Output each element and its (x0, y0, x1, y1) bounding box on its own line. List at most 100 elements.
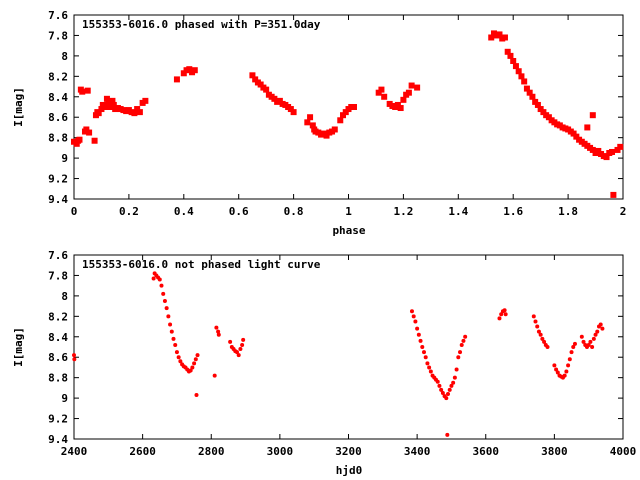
data-point (171, 336, 176, 341)
data-point (566, 363, 571, 368)
data-point (405, 89, 412, 96)
data-point (567, 357, 572, 362)
data-point (515, 68, 522, 75)
data-point (614, 146, 621, 153)
data-point (497, 316, 502, 321)
x-axis-label: hjd0 (336, 464, 363, 477)
data-point (186, 66, 193, 73)
data-point (350, 104, 357, 110)
data-point (169, 329, 174, 334)
data-point (449, 383, 454, 388)
data-point (86, 129, 93, 136)
data-point (109, 97, 116, 104)
data-point (307, 114, 314, 121)
x-axis-ticks: 0 0.2 0.4 0.6 0.8 1 1.2 1.4 1.6 1.8 2 (71, 15, 626, 218)
data-point (276, 97, 283, 104)
data-points (71, 30, 624, 198)
y-axis-label: I[mag] (12, 327, 25, 367)
data-point (136, 109, 143, 116)
data-point (105, 98, 112, 105)
data-point (571, 345, 576, 349)
data-point (579, 334, 584, 339)
data-point (212, 373, 217, 378)
data-point (617, 143, 624, 150)
data-point (540, 109, 547, 116)
x-tick-label: 3800 (541, 445, 568, 458)
data-point (600, 326, 605, 331)
x-tick-label: 2600 (129, 445, 156, 458)
y-tick-label: 9 (61, 392, 68, 405)
data-point (531, 314, 536, 319)
data-point (173, 342, 178, 347)
data-point (536, 329, 541, 334)
y-tick-label: 9.4 (48, 433, 68, 446)
data-point (241, 337, 246, 342)
y-axis-ticks: 7.6 7.8 8 8.2 8.4 8.6 8.8 9 9.2 9.4 (48, 9, 623, 206)
data-point (452, 375, 457, 380)
data-point (591, 336, 596, 341)
data-point (446, 392, 451, 397)
data-point (161, 291, 166, 296)
plot-frame (73, 254, 624, 440)
data-point (72, 353, 76, 358)
data-point (304, 119, 311, 126)
x-tick-label: 2400 (61, 445, 88, 458)
data-point (439, 387, 444, 392)
x-tick-label: 3400 (404, 445, 431, 458)
chart-title: 155353-6016.0 phased with P=351.0day (82, 18, 321, 31)
data-point (331, 126, 338, 133)
data-point (257, 81, 264, 88)
data-point (573, 133, 580, 140)
x-tick-label: 3600 (473, 445, 500, 458)
data-point (521, 78, 528, 85)
data-point (427, 365, 432, 370)
y-axis-ticks: 7.6 7.8 8 8.2 8.4 8.6 8.8 9 9.2 9.4 (48, 249, 623, 446)
data-point (562, 373, 567, 378)
data-point (408, 82, 415, 89)
data-point (263, 86, 270, 93)
data-point (428, 369, 433, 374)
data-point (540, 336, 545, 341)
data-point (454, 367, 459, 372)
data-point (425, 361, 430, 366)
x-tick-label: 3000 (267, 445, 294, 458)
data-point (216, 332, 221, 337)
data-point (240, 342, 245, 347)
data-point (309, 122, 316, 129)
x-tick-label: 1.6 (503, 205, 523, 218)
x-tick-label: 4000 (610, 445, 637, 458)
data-point (501, 34, 508, 41)
data-point (444, 396, 449, 401)
data-point (555, 370, 560, 375)
data-point (598, 322, 603, 327)
y-tick-label: 8.2 (48, 310, 68, 323)
data-point (178, 359, 183, 364)
data-point (236, 353, 241, 358)
data-point (445, 432, 450, 437)
y-tick-label: 8 (61, 290, 68, 303)
y-tick-label: 7.8 (48, 29, 68, 42)
data-point (535, 324, 540, 329)
y-tick-label: 7.6 (48, 9, 68, 22)
data-point (545, 345, 550, 349)
data-point (151, 276, 156, 281)
data-point (174, 350, 179, 355)
data-point (287, 106, 294, 113)
x-tick-label: 1 (345, 205, 352, 218)
data-point (529, 93, 536, 100)
data-point (589, 112, 596, 119)
data-point (510, 58, 517, 64)
x-tick-label: 1.2 (393, 205, 413, 218)
data-point (447, 387, 452, 392)
data-point (216, 329, 221, 334)
data-point (76, 136, 83, 143)
data-point (554, 367, 559, 372)
data-point (533, 319, 538, 324)
raw-light-curve-panel: 155353-6016.0 not phased light curve hjd… (12, 249, 636, 477)
data-point (451, 380, 456, 385)
data-point (504, 48, 511, 55)
x-axis-label: phase (332, 224, 365, 237)
data-point (538, 332, 543, 337)
data-point (420, 345, 425, 349)
